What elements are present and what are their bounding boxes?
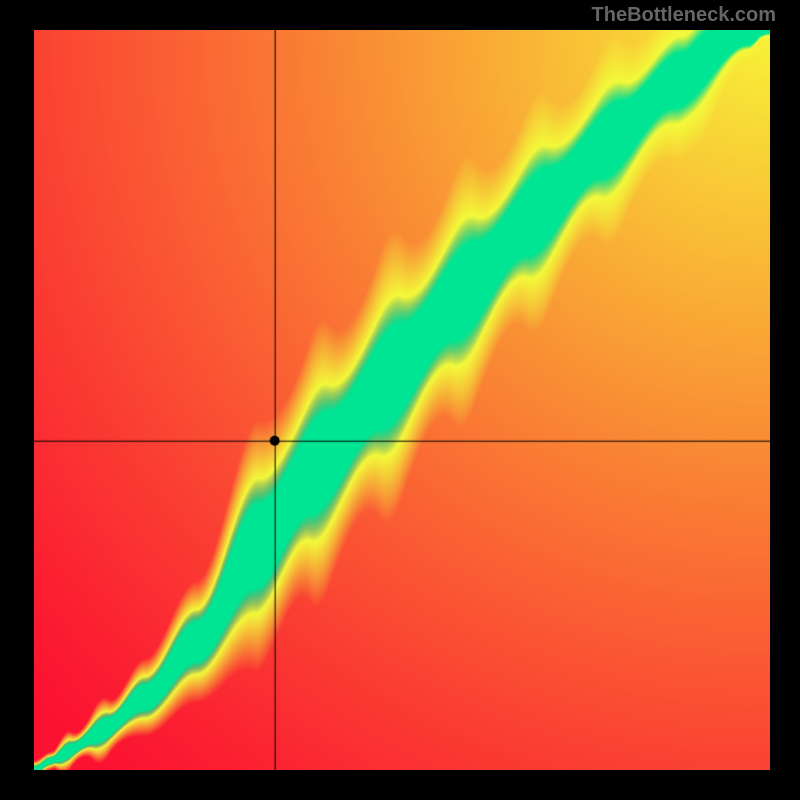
heatmap-plot — [34, 30, 770, 770]
watermark-text: TheBottleneck.com — [592, 4, 776, 27]
chart-container: TheBottleneck.com — [0, 0, 800, 800]
